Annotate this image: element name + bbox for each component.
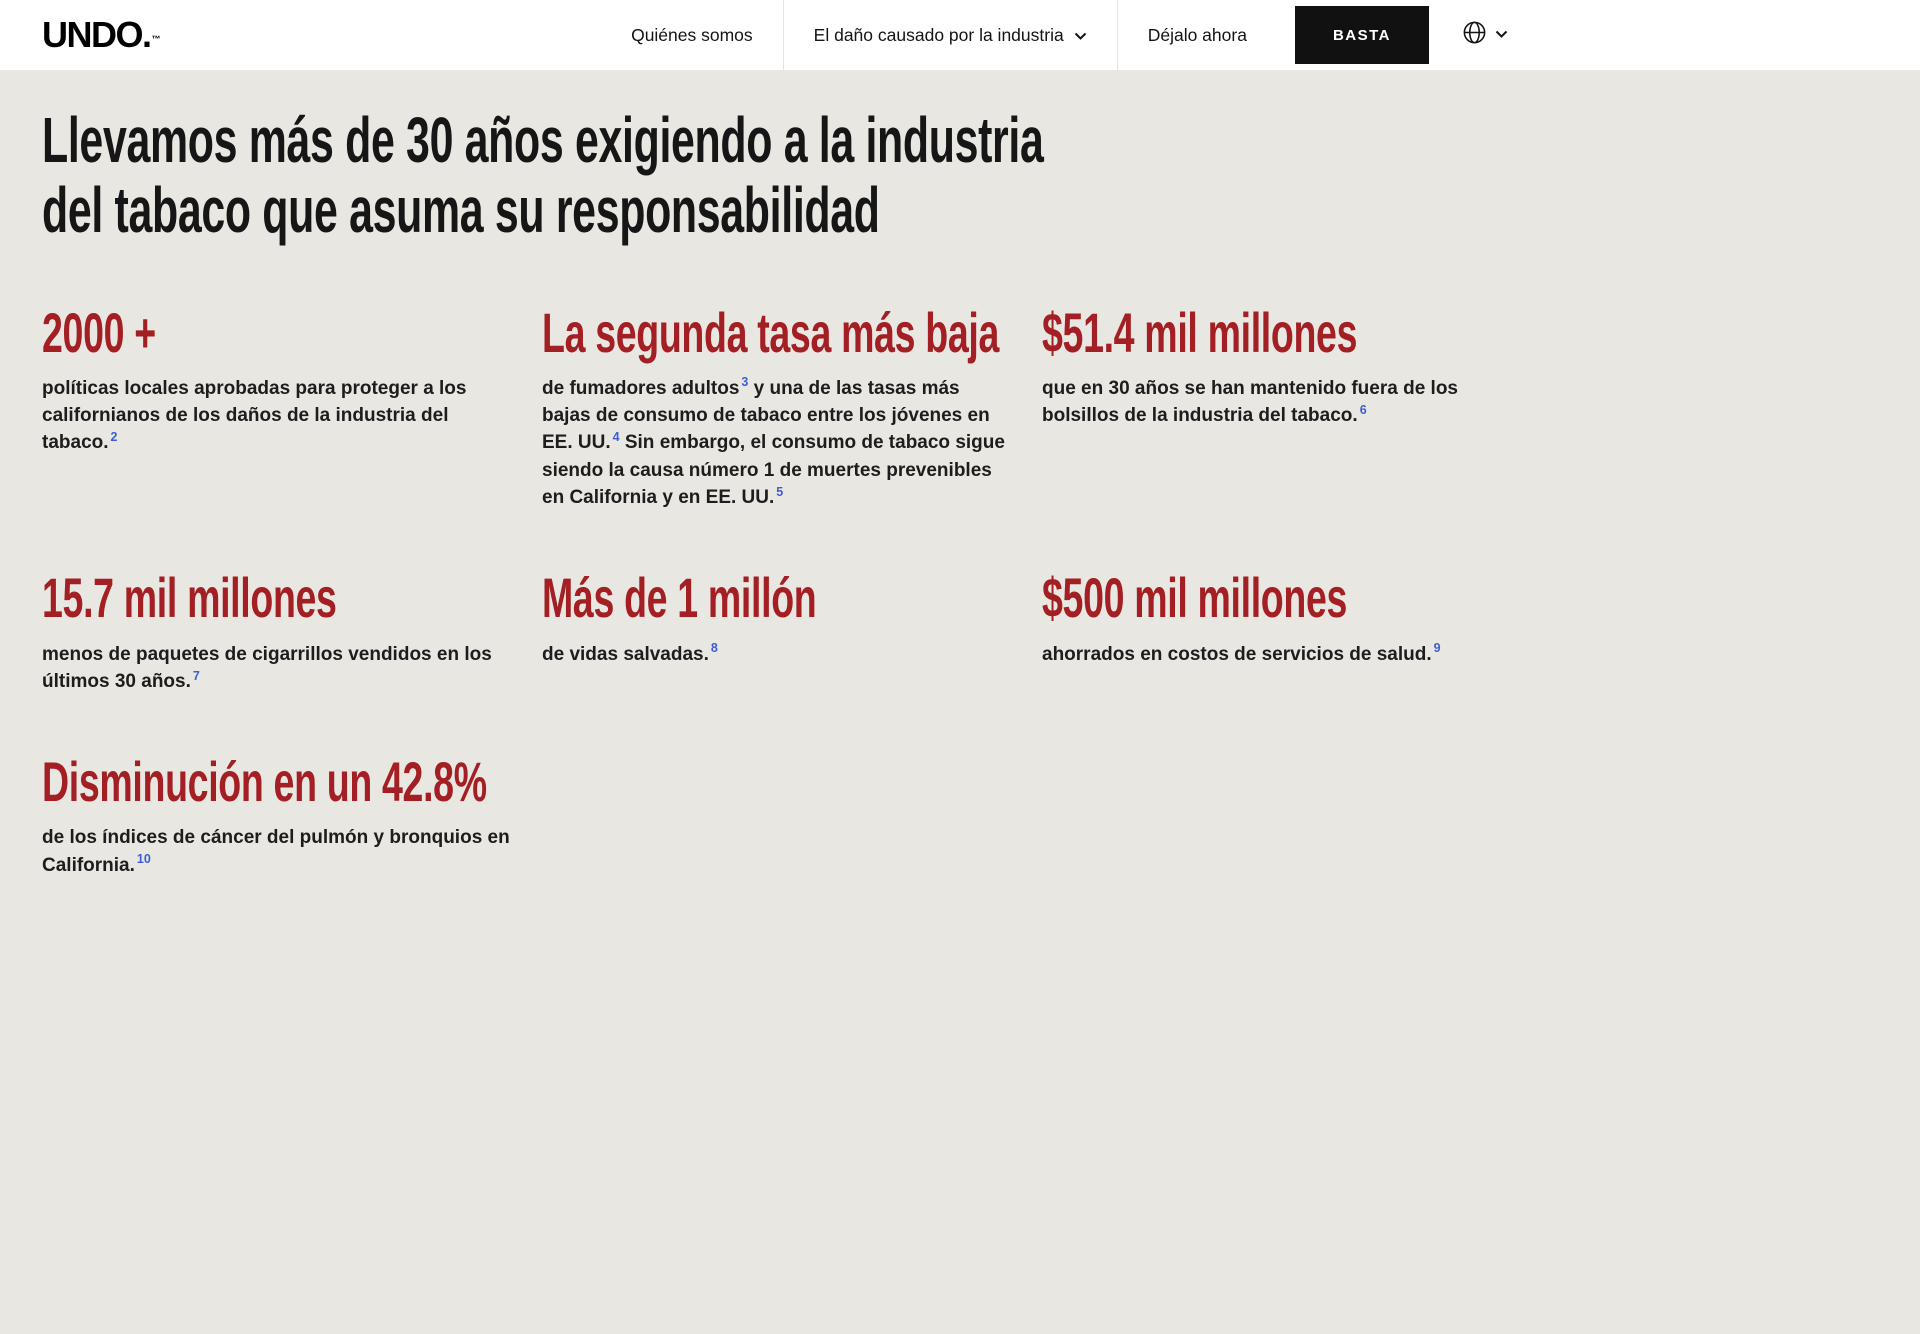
stat-number: $51.4 mil millones [1042, 300, 1358, 364]
stat-number: $500 mil millones [1042, 566, 1348, 630]
stat-description: menos de paquetes de cigarrillos vendido… [42, 643, 492, 692]
nav-item-quienes-somos[interactable]: Quiénes somos [631, 24, 753, 45]
page-title: Llevamos más de 30 años exigiendo a la i… [42, 104, 1044, 246]
stat-card: Más de 1 millón de vidas salvadas. 8 [542, 569, 1014, 695]
stat-number: Disminución en un 42.8% [42, 750, 487, 814]
citation-link[interactable]: 7 [192, 668, 200, 683]
stat-description: políticas locales aprobadas para protege… [42, 377, 467, 454]
stat-number: 15.7 mil millones [42, 566, 337, 630]
stat-description: ahorrados en costos de servicios de salu… [1042, 641, 1441, 665]
citation-link[interactable]: 9 [1433, 641, 1441, 656]
stat-description: que en 30 años se han mantenido fuera de… [1042, 377, 1458, 426]
logo[interactable]: UNDO. ™ [42, 14, 161, 56]
nav-item-dano-industria-label: El daño causado por la industria [813, 24, 1064, 45]
citation-link[interactable]: 4 [612, 430, 620, 444]
language-selector[interactable] [1455, 19, 1514, 51]
stat-card: $51.4 mil millones que en 30 años se han… [1042, 300, 1514, 512]
citation-link[interactable]: 8 [710, 641, 718, 656]
chevron-down-icon [1074, 25, 1087, 46]
main-content: Llevamos más de 30 años exigiendo a la i… [42, 104, 1514, 1000]
nav-item-dejalo-ahora[interactable]: Déjalo ahora [1147, 24, 1247, 45]
stat-description: de los índices de cáncer del pulmón y br… [42, 827, 510, 876]
logo-text: UNDO. [42, 14, 152, 55]
citation-link[interactable]: 2 [110, 430, 118, 444]
stat-number: La segunda tasa más baja [542, 300, 999, 364]
nav-item-dano-industria[interactable]: El daño causado por la industria [782, 0, 1118, 70]
citation-link[interactable]: 10 [136, 852, 151, 867]
navbar-inner: UNDO. ™ Quiénes somos El daño causado po… [42, 0, 1514, 70]
chevron-down-icon [1495, 26, 1508, 44]
citation-link[interactable]: 3 [741, 375, 749, 390]
stat-description: de fumadores adultos 3 y una de las tasas… [542, 375, 1005, 509]
stats-grid: 2000 + políticas locales aprobadas para … [42, 300, 1514, 1000]
trademark: ™ [151, 34, 161, 44]
citation-link[interactable]: 6 [1359, 402, 1367, 417]
stat-card: La segunda tasa más baja de fumadores ad… [542, 300, 1014, 512]
basta-button[interactable]: BASTA [1294, 6, 1429, 64]
stat-number: Más de 1 millón [542, 566, 817, 630]
globe-icon [1461, 19, 1488, 51]
stat-description: de vidas salvadas. 8 [542, 641, 718, 665]
stat-number: 2000 + [42, 300, 156, 364]
navbar: UNDO. ™ Quiénes somos El daño causado po… [0, 0, 1920, 70]
stat-card: $500 mil millones ahorrados en costos de… [1042, 569, 1514, 695]
stat-card: Disminución en un 42.8% de los índices d… [42, 753, 514, 879]
stat-card: 2000 + políticas locales aprobadas para … [42, 300, 514, 512]
citation-link[interactable]: 5 [776, 484, 784, 499]
main-nav: Quiénes somos El daño causado por la ind… [601, 0, 1514, 70]
stat-card: 15.7 mil millones menos de paquetes de c… [42, 569, 514, 695]
